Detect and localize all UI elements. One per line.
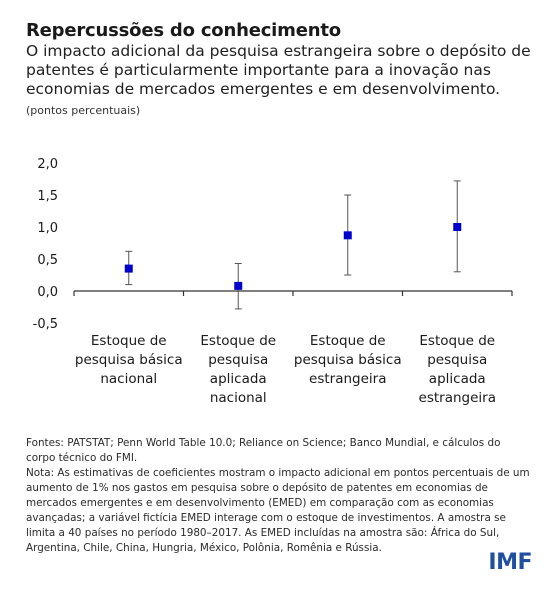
sources-text: Fontes: PATSTAT; Penn World Table 10.0; … xyxy=(26,437,501,464)
data-point xyxy=(234,281,243,290)
notes-block: Fontes: PATSTAT; Penn World Table 10.0; … xyxy=(26,436,531,556)
y-tick-label: -0,5 xyxy=(33,317,58,332)
x-category-label: Estoque de pesquisa básica nacional xyxy=(75,333,183,387)
x-category-label: Estoque de pesquisa básica estrangeira xyxy=(294,333,402,387)
y-tick-label: 0,5 xyxy=(37,253,58,268)
imf-logo: IMF xyxy=(488,550,532,575)
chart-subtitle: O impacto adicional da pesquisa estrange… xyxy=(26,42,531,98)
y-tick-label: 1,0 xyxy=(37,221,58,236)
x-category-label: Estoque de pesquisa aplicada nacional xyxy=(200,333,276,406)
y-tick-label: 2,0 xyxy=(37,157,58,172)
y-tick-label: 0,0 xyxy=(37,285,58,300)
data-point xyxy=(453,223,462,231)
x-category-label: Estoque de pesquisa aplicada estrangeira xyxy=(419,333,496,406)
unit-label: (pontos percentuais) xyxy=(26,104,141,117)
chart-title: Repercussões do conhecimento xyxy=(26,20,341,41)
data-point xyxy=(124,264,133,273)
data-point xyxy=(343,231,352,240)
chart-area: -0,5 0,0 0,5 1,0 1,5 2,0 Estoque de pesquisa bá… xyxy=(33,157,513,406)
note-text: Nota: As estimativas de coeficientes mos… xyxy=(26,467,530,554)
y-tick-label: 1,5 xyxy=(37,189,58,204)
